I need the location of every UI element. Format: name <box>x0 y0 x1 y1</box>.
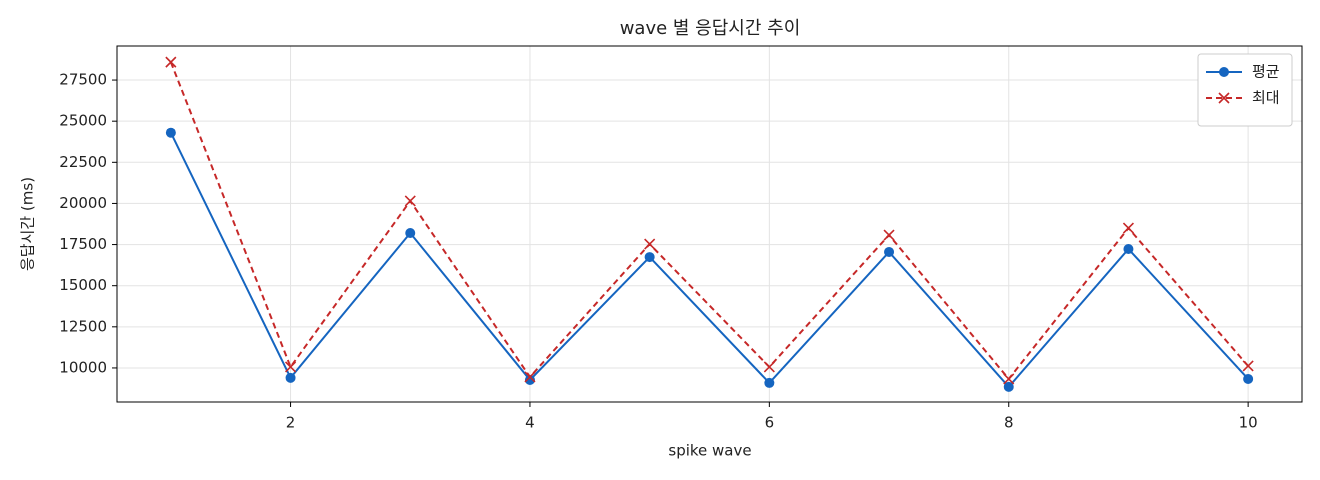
y-tick-label: 27500 <box>59 71 107 89</box>
marker <box>405 228 416 239</box>
y-tick-label: 12500 <box>59 317 107 335</box>
marker <box>1003 381 1014 392</box>
x-tick-label: 6 <box>765 414 775 432</box>
marker <box>524 374 535 385</box>
y-tick-label: 10000 <box>59 358 107 376</box>
x-tick-label: 2 <box>286 414 296 432</box>
marker <box>404 195 416 207</box>
chart-title: wave 별 응답시간 추이 <box>620 18 801 39</box>
x-tick-label: 10 <box>1239 414 1258 432</box>
data-line <box>169 132 1249 389</box>
marker <box>883 229 895 241</box>
legend-label: 최대 <box>1252 89 1280 107</box>
marker <box>764 377 775 388</box>
marker <box>524 371 536 383</box>
x-tick-label: 4 <box>525 414 535 432</box>
marker <box>165 56 177 68</box>
marker <box>1219 67 1229 77</box>
y-tick-label: 17500 <box>59 235 107 253</box>
marker <box>1122 222 1135 234</box>
marker <box>285 372 296 383</box>
marker <box>1242 360 1254 372</box>
marker <box>165 127 176 138</box>
marker <box>1243 373 1254 384</box>
marker <box>1218 92 1230 104</box>
plot-frame <box>116 45 1303 403</box>
y-axis-label: 응답시간 (ms) <box>19 177 37 271</box>
marker <box>763 361 775 373</box>
marker <box>1123 244 1134 255</box>
marker <box>644 238 656 250</box>
data-line <box>169 61 1249 381</box>
legend-label: 평균 <box>1252 63 1280 81</box>
marker <box>284 361 297 373</box>
y-tick-label: 22500 <box>59 153 107 171</box>
y-tick-label: 25000 <box>59 112 107 130</box>
marker <box>644 252 655 263</box>
x-tick-label: 8 <box>1004 414 1014 432</box>
x-axis-label: spike wave <box>668 442 751 460</box>
y-tick-label: 20000 <box>59 194 107 212</box>
marker <box>884 246 895 257</box>
marker <box>1003 373 1015 385</box>
y-tick-label: 15000 <box>59 276 107 294</box>
